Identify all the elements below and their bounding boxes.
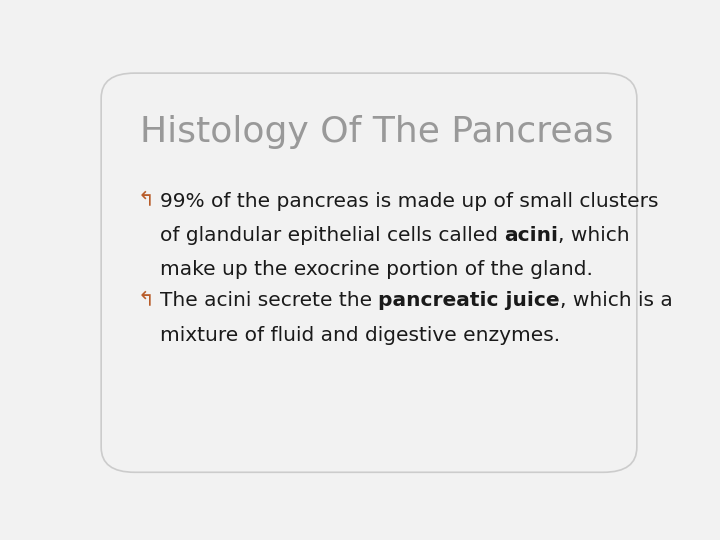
Text: The acini secrete the: The acini secrete the — [160, 292, 378, 310]
Text: , which: , which — [558, 226, 630, 245]
Text: mixture of fluid and digestive enzymes.: mixture of fluid and digestive enzymes. — [160, 326, 560, 345]
Text: , which is a: , which is a — [560, 292, 672, 310]
Text: make up the exocrine portion of the gland.: make up the exocrine portion of the glan… — [160, 260, 593, 279]
Text: acini: acini — [504, 226, 558, 245]
Text: 99% of the pancreas is made up of small clusters: 99% of the pancreas is made up of small … — [160, 192, 658, 211]
Text: Histology Of The Pancreas: Histology Of The Pancreas — [140, 114, 613, 148]
Text: ↰: ↰ — [138, 292, 154, 310]
Text: ↰: ↰ — [138, 192, 154, 211]
Text: pancreatic juice: pancreatic juice — [378, 292, 560, 310]
FancyBboxPatch shape — [101, 73, 637, 472]
Text: of glandular epithelial cells called: of glandular epithelial cells called — [160, 226, 504, 245]
